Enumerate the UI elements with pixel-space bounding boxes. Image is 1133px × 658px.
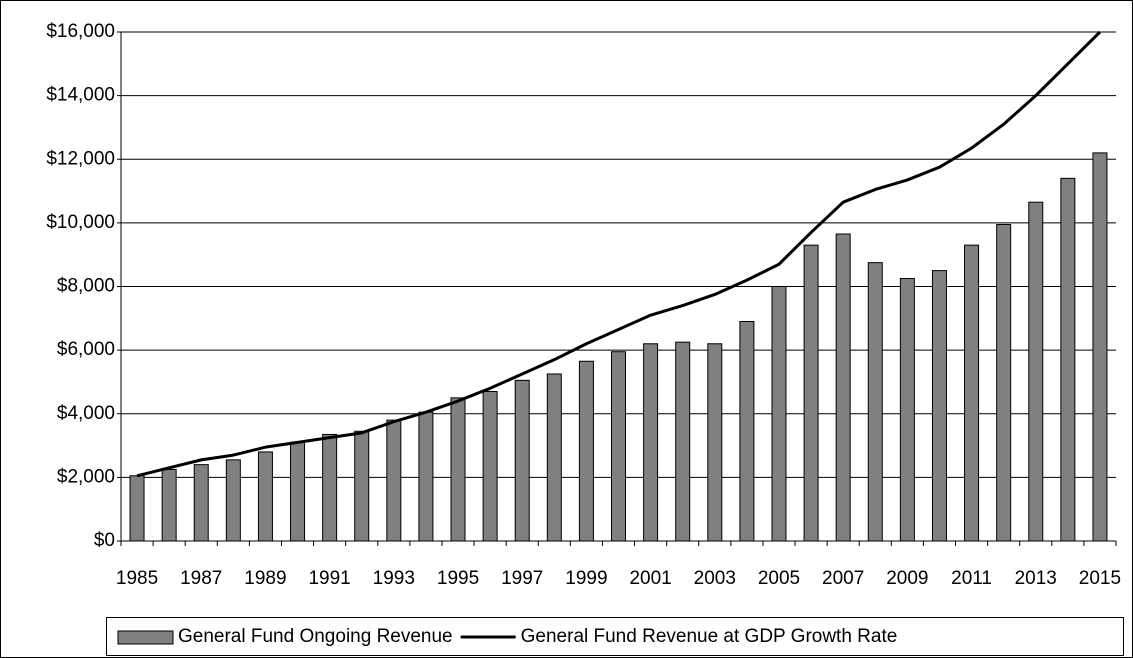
bar <box>867 262 883 542</box>
bar <box>739 320 755 542</box>
y-tick-label: $4,000 <box>57 403 115 424</box>
bar <box>161 468 177 542</box>
bar <box>129 475 145 542</box>
bar <box>354 430 370 542</box>
x-tick-label: 1995 <box>437 568 479 589</box>
bar <box>707 343 723 542</box>
x-tick-label: 1999 <box>565 568 607 589</box>
bar <box>964 244 980 542</box>
bar <box>835 233 851 542</box>
bar <box>578 360 594 542</box>
bar <box>482 390 498 542</box>
bar <box>675 341 691 542</box>
x-tick-label: 1993 <box>373 568 415 589</box>
x-tick-label: 2009 <box>886 568 928 589</box>
bar <box>803 244 819 542</box>
bar <box>771 286 787 542</box>
bar <box>996 223 1012 542</box>
legend-box <box>106 617 1124 656</box>
x-tick-label: 1985 <box>116 568 158 589</box>
bar <box>931 270 947 542</box>
x-tick-label: 2005 <box>758 568 800 589</box>
x-tick-label: 2013 <box>1015 568 1057 589</box>
y-tick-label: $12,000 <box>46 148 115 169</box>
x-tick-label: 2007 <box>822 568 864 589</box>
y-tick-label: $16,000 <box>46 21 115 42</box>
bar <box>514 379 530 542</box>
legend-label: General Fund Ongoing Revenue <box>178 626 453 647</box>
x-tick-label: 1991 <box>308 568 350 589</box>
bar <box>899 278 915 542</box>
x-tick-label: 2003 <box>694 568 736 589</box>
y-tick-label: $0 <box>94 530 115 551</box>
y-tick-label: $10,000 <box>46 212 115 233</box>
bar <box>1060 177 1076 542</box>
y-tick-label: $2,000 <box>57 466 115 487</box>
legend-label: General Fund Revenue at GDP Growth Rate <box>521 626 898 647</box>
x-tick-label: 1987 <box>180 568 222 589</box>
legend-swatch <box>117 630 174 645</box>
x-tick-label: 2015 <box>1079 568 1121 589</box>
bar <box>611 351 626 542</box>
bar <box>290 441 306 542</box>
bar <box>1028 201 1044 542</box>
bar <box>322 433 338 542</box>
x-tick-label: 1997 <box>501 568 543 589</box>
bar <box>1092 152 1108 542</box>
bar <box>193 464 209 542</box>
bar <box>418 411 434 542</box>
bar <box>386 419 402 542</box>
y-tick-label: $6,000 <box>57 339 115 360</box>
bar <box>643 343 659 542</box>
bar <box>225 459 241 542</box>
y-tick-label: $8,000 <box>57 276 115 297</box>
bar <box>257 451 273 542</box>
bar <box>450 397 466 542</box>
y-tick-label: $14,000 <box>46 85 115 106</box>
line <box>136 30 1102 478</box>
x-tick-label: 2011 <box>951 568 992 589</box>
x-tick-label: 1989 <box>244 568 286 589</box>
x-tick-label: 2001 <box>629 568 671 589</box>
bar <box>546 373 562 542</box>
